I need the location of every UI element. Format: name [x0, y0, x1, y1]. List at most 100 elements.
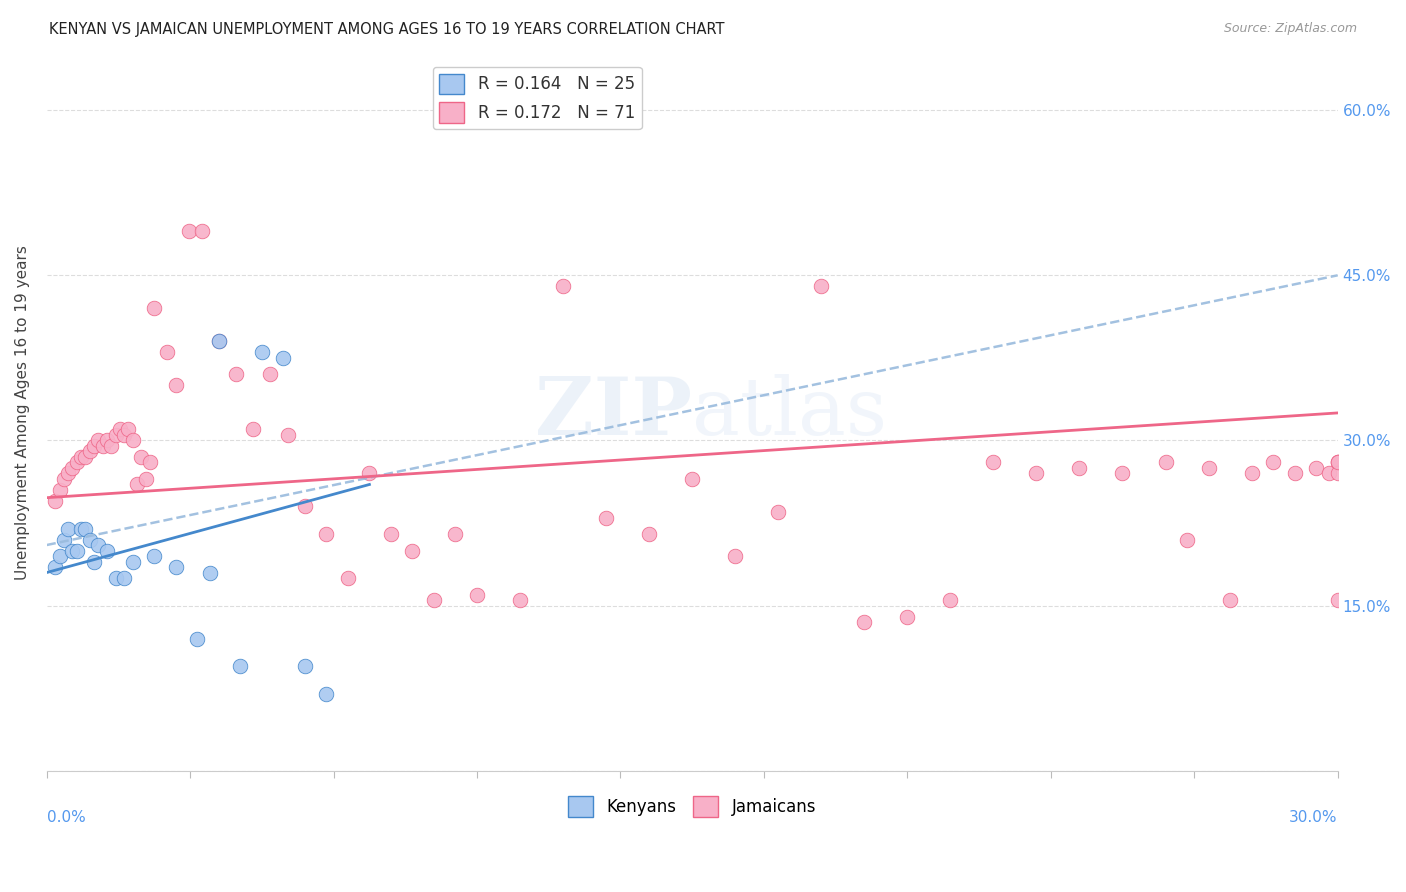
- Point: [229, 659, 252, 673]
- Point: [294, 500, 316, 514]
- Text: 0.0%: 0.0%: [46, 810, 86, 825]
- Point: [1305, 461, 1327, 475]
- Point: [52, 533, 75, 547]
- Point: [56, 522, 79, 536]
- Point: [87, 434, 110, 448]
- Y-axis label: Unemployment Among Ages 16 to 19 years: Unemployment Among Ages 16 to 19 years: [15, 245, 30, 581]
- Point: [165, 560, 187, 574]
- Point: [259, 368, 281, 382]
- Point: [1326, 593, 1348, 607]
- Point: [509, 593, 531, 607]
- Point: [250, 345, 273, 359]
- Point: [44, 494, 66, 508]
- Point: [48, 483, 70, 497]
- Text: Source: ZipAtlas.com: Source: ZipAtlas.com: [1223, 22, 1357, 36]
- Text: atlas: atlas: [692, 374, 887, 452]
- Point: [100, 439, 122, 453]
- Point: [1069, 461, 1091, 475]
- Point: [83, 555, 105, 569]
- Point: [1219, 593, 1241, 607]
- Point: [225, 368, 247, 382]
- Point: [315, 527, 337, 541]
- Point: [131, 450, 153, 464]
- Point: [1317, 467, 1340, 481]
- Point: [465, 588, 488, 602]
- Point: [551, 279, 574, 293]
- Point: [143, 301, 166, 316]
- Point: [156, 345, 179, 359]
- Point: [165, 378, 187, 392]
- Point: [66, 455, 89, 469]
- Point: [66, 543, 89, 558]
- Point: [96, 434, 118, 448]
- Point: [108, 422, 131, 436]
- Point: [70, 450, 93, 464]
- Point: [56, 467, 79, 481]
- Point: [75, 450, 97, 464]
- Point: [853, 615, 876, 629]
- Point: [190, 224, 212, 238]
- Legend: Kenyans, Jamaicans: Kenyans, Jamaicans: [561, 789, 823, 823]
- Point: [380, 527, 402, 541]
- Point: [595, 510, 617, 524]
- Point: [79, 533, 101, 547]
- Point: [139, 455, 162, 469]
- Point: [359, 467, 381, 481]
- Point: [1284, 467, 1306, 481]
- Point: [87, 538, 110, 552]
- Point: [1326, 455, 1348, 469]
- Point: [198, 566, 221, 580]
- Point: [52, 472, 75, 486]
- Point: [48, 549, 70, 563]
- Point: [135, 472, 157, 486]
- Point: [125, 477, 148, 491]
- Point: [401, 543, 423, 558]
- Point: [336, 571, 359, 585]
- Point: [638, 527, 661, 541]
- Point: [423, 593, 446, 607]
- Point: [1326, 455, 1348, 469]
- Point: [1240, 467, 1263, 481]
- Point: [273, 351, 295, 365]
- Point: [96, 543, 118, 558]
- Point: [121, 555, 143, 569]
- Point: [766, 505, 789, 519]
- Point: [177, 224, 200, 238]
- Point: [1111, 467, 1133, 481]
- Text: 30.0%: 30.0%: [1289, 810, 1337, 825]
- Point: [70, 522, 93, 536]
- Point: [1154, 455, 1177, 469]
- Point: [1326, 455, 1348, 469]
- Point: [939, 593, 962, 607]
- Point: [983, 455, 1005, 469]
- Point: [75, 522, 97, 536]
- Point: [242, 422, 264, 436]
- Point: [44, 560, 66, 574]
- Point: [294, 659, 316, 673]
- Point: [315, 687, 337, 701]
- Point: [724, 549, 747, 563]
- Point: [810, 279, 832, 293]
- Point: [1261, 455, 1284, 469]
- Point: [91, 439, 114, 453]
- Point: [208, 334, 231, 349]
- Point: [104, 428, 127, 442]
- Point: [62, 461, 84, 475]
- Point: [112, 571, 135, 585]
- Point: [121, 434, 143, 448]
- Text: ZIP: ZIP: [536, 374, 692, 452]
- Point: [208, 334, 231, 349]
- Point: [444, 527, 467, 541]
- Point: [896, 609, 918, 624]
- Point: [117, 422, 139, 436]
- Point: [1175, 533, 1198, 547]
- Point: [104, 571, 127, 585]
- Point: [112, 428, 135, 442]
- Point: [1025, 467, 1047, 481]
- Point: [79, 444, 101, 458]
- Point: [143, 549, 166, 563]
- Point: [277, 428, 299, 442]
- Text: KENYAN VS JAMAICAN UNEMPLOYMENT AMONG AGES 16 TO 19 YEARS CORRELATION CHART: KENYAN VS JAMAICAN UNEMPLOYMENT AMONG AG…: [49, 22, 724, 37]
- Point: [681, 472, 703, 486]
- Point: [62, 543, 84, 558]
